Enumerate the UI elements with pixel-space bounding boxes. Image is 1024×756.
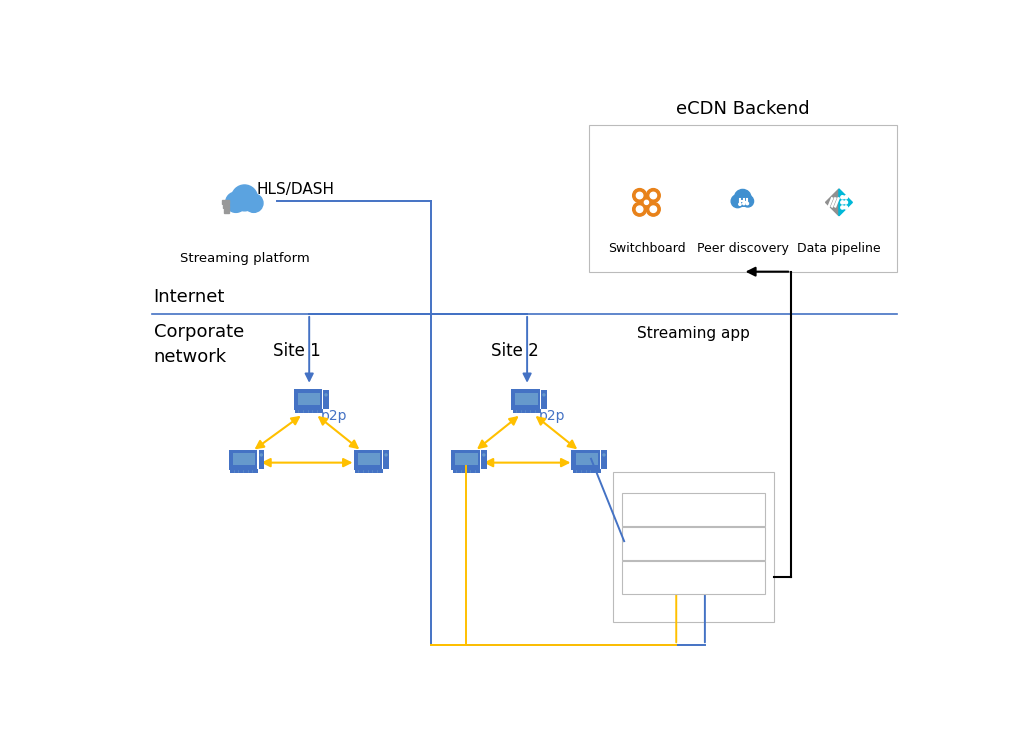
Circle shape — [644, 200, 648, 204]
FancyBboxPatch shape — [324, 390, 329, 409]
Circle shape — [260, 454, 262, 456]
Text: client SDK: client SDK — [658, 570, 729, 584]
Circle shape — [646, 188, 660, 203]
Polygon shape — [825, 189, 839, 215]
FancyBboxPatch shape — [259, 451, 264, 469]
Circle shape — [543, 394, 545, 396]
Circle shape — [245, 194, 263, 212]
FancyBboxPatch shape — [298, 393, 319, 405]
Bar — [221, 200, 229, 204]
FancyBboxPatch shape — [734, 200, 752, 206]
Text: Site 2: Site 2 — [490, 342, 539, 361]
Text: Peer discovery: Peer discovery — [696, 243, 788, 256]
FancyBboxPatch shape — [452, 450, 480, 469]
FancyBboxPatch shape — [232, 454, 255, 466]
Circle shape — [650, 192, 656, 199]
FancyBboxPatch shape — [515, 393, 538, 405]
FancyBboxPatch shape — [353, 450, 382, 469]
FancyBboxPatch shape — [231, 200, 257, 210]
FancyBboxPatch shape — [383, 451, 389, 469]
Text: Streaming app: Streaming app — [637, 326, 750, 340]
Text: p2p: p2p — [539, 408, 565, 423]
FancyBboxPatch shape — [228, 450, 257, 469]
Text: Site 1: Site 1 — [273, 342, 321, 361]
FancyBboxPatch shape — [453, 469, 480, 473]
FancyBboxPatch shape — [622, 561, 765, 593]
Circle shape — [483, 454, 484, 456]
Circle shape — [734, 190, 751, 206]
Circle shape — [385, 454, 387, 456]
Circle shape — [742, 203, 745, 205]
Bar — [223, 205, 229, 209]
Circle shape — [841, 201, 844, 204]
Text: video player: video player — [650, 503, 736, 516]
Circle shape — [633, 188, 646, 203]
Text: p2p: p2p — [321, 408, 347, 423]
Text: Switchboard: Switchboard — [607, 243, 685, 256]
Circle shape — [844, 196, 848, 199]
Text: HLS/DASH: HLS/DASH — [256, 182, 334, 197]
Text: Internet: Internet — [154, 288, 225, 306]
Text: player plugin: player plugin — [648, 537, 739, 550]
Text: Streaming platform: Streaming platform — [179, 253, 309, 265]
Circle shape — [603, 454, 605, 456]
FancyBboxPatch shape — [575, 454, 598, 466]
Bar — [224, 209, 229, 212]
FancyBboxPatch shape — [481, 451, 486, 469]
FancyBboxPatch shape — [622, 494, 765, 525]
Circle shape — [646, 203, 660, 216]
Circle shape — [225, 192, 246, 212]
FancyBboxPatch shape — [542, 390, 547, 409]
Circle shape — [641, 197, 651, 207]
Text: Data pipeline: Data pipeline — [797, 243, 881, 256]
Circle shape — [325, 394, 327, 396]
Circle shape — [636, 206, 643, 212]
Circle shape — [844, 201, 848, 204]
FancyBboxPatch shape — [354, 469, 383, 473]
FancyBboxPatch shape — [572, 469, 600, 473]
Text: eCDN Backend: eCDN Backend — [676, 100, 810, 118]
Circle shape — [738, 203, 741, 206]
Circle shape — [841, 196, 844, 199]
FancyBboxPatch shape — [357, 454, 380, 466]
Circle shape — [844, 206, 848, 209]
FancyBboxPatch shape — [589, 125, 897, 271]
Circle shape — [633, 203, 646, 216]
FancyBboxPatch shape — [230, 469, 258, 473]
FancyBboxPatch shape — [601, 451, 606, 469]
FancyBboxPatch shape — [612, 472, 774, 622]
FancyBboxPatch shape — [295, 409, 323, 414]
Circle shape — [650, 206, 656, 212]
FancyBboxPatch shape — [511, 389, 540, 410]
Polygon shape — [839, 189, 852, 215]
Text: Corporate
network: Corporate network — [154, 324, 244, 366]
FancyBboxPatch shape — [294, 389, 323, 410]
Circle shape — [231, 185, 257, 211]
FancyBboxPatch shape — [456, 454, 477, 466]
Circle shape — [636, 192, 643, 199]
Circle shape — [746, 203, 749, 205]
FancyBboxPatch shape — [622, 528, 765, 559]
FancyBboxPatch shape — [513, 409, 541, 414]
Circle shape — [742, 196, 754, 207]
FancyBboxPatch shape — [571, 450, 600, 469]
Circle shape — [731, 195, 744, 208]
Circle shape — [841, 206, 844, 209]
